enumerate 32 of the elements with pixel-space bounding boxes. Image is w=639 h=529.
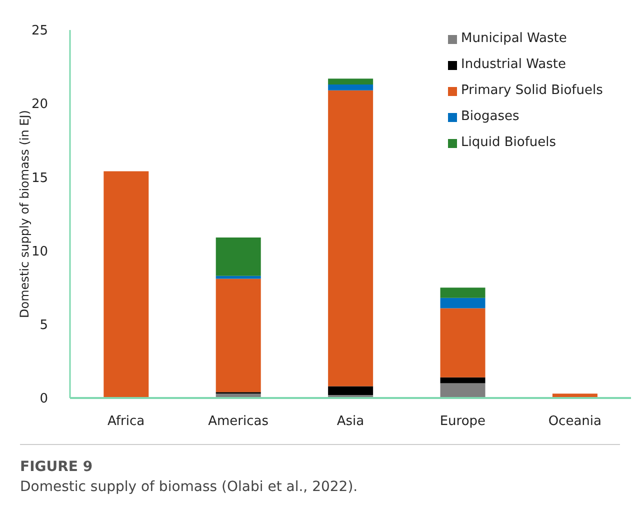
- y-tick-label: 15: [31, 170, 48, 186]
- legend-label: Liquid Biofuels: [461, 134, 556, 152]
- legend-label: Biogases: [461, 108, 520, 126]
- bar: [440, 298, 486, 308]
- y-tick-label: 5: [40, 318, 48, 334]
- x-tick-label: Europe: [440, 414, 486, 430]
- bar: [440, 288, 486, 298]
- legend-label: Industrial Waste: [461, 56, 566, 74]
- bar: [440, 377, 486, 384]
- x-tick-label: Asia: [336, 414, 364, 430]
- bar: [440, 308, 486, 378]
- bar: [440, 383, 486, 398]
- y-tick-label: 0: [40, 392, 48, 407]
- bar: [216, 238, 261, 276]
- legend-label: Primary Solid Biofuels: [461, 82, 603, 100]
- y-tick-label: 20: [31, 97, 48, 112]
- y-tick-label: 10: [31, 244, 48, 260]
- caption: FIGURE 9: [20, 459, 94, 475]
- bar: [104, 171, 149, 398]
- bar: [216, 278, 261, 392]
- y-axis-title: Domestic supply of biomass (in EJ): [17, 110, 32, 318]
- text: Domestic supply of biomass (Olabi et al., 2022).: [20, 479, 359, 495]
- x-tick-label: Americas: [208, 414, 269, 430]
- x-tick-label: Africa: [108, 414, 145, 430]
- bar: [216, 276, 261, 279]
- x-tick-label: Oceania: [548, 414, 602, 430]
- bar: [328, 90, 374, 386]
- bar: [328, 78, 374, 84]
- bar: [328, 386, 374, 396]
- legend-label: Municipal Waste: [461, 30, 567, 48]
- y-tick-label: 25: [31, 24, 48, 39]
- bar: [328, 84, 374, 90]
